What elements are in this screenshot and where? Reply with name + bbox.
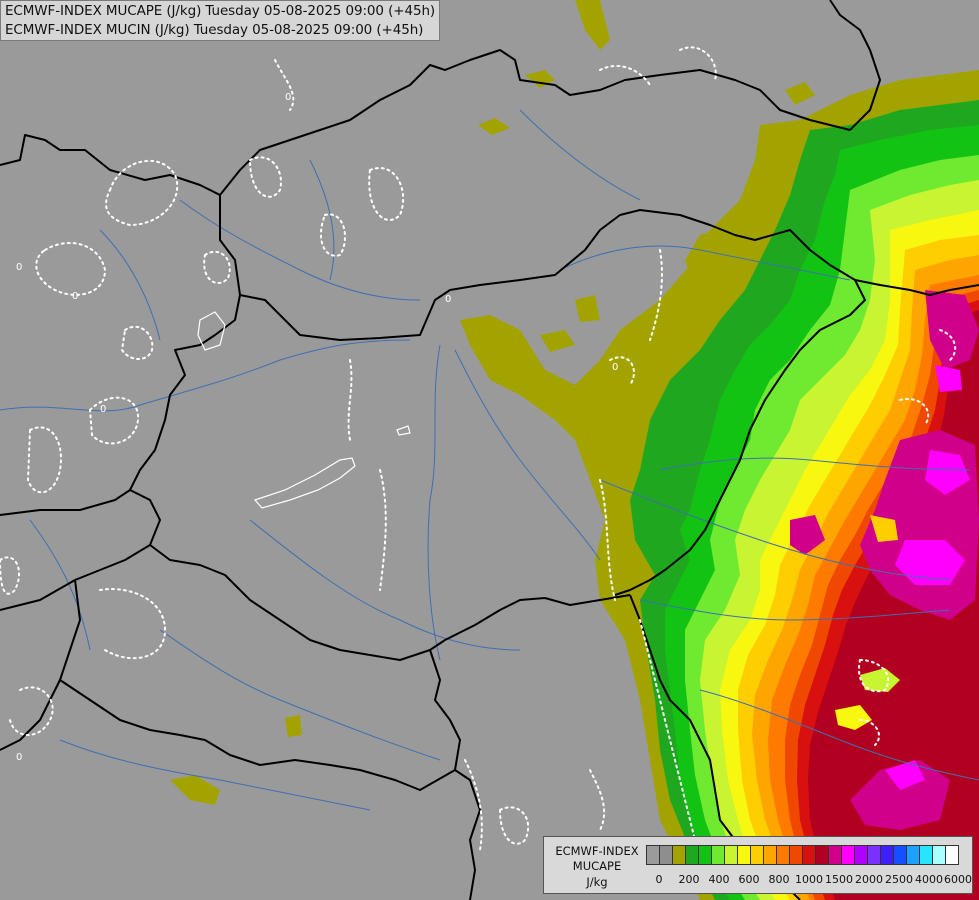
legend-model: ECMWF-INDEX: [555, 844, 639, 858]
legend-swatch: [698, 845, 712, 865]
legend-parameter: MUCAPE: [572, 859, 622, 873]
cape-field: [170, 0, 979, 900]
legend-swatch: [906, 845, 920, 865]
legend-swatch: [841, 845, 855, 865]
color-legend: ECMWF-INDEX MUCAPE J/kg 0 200 400 600 800 100…: [543, 836, 973, 894]
legend-tick-label: 400: [708, 873, 730, 886]
legend-swatch: [672, 845, 686, 865]
legend-tick-label: 200: [678, 873, 700, 886]
legend-tick-label: 2500: [885, 873, 913, 886]
map-title-mucape: ECMWF-INDEX MUCAPE (J/kg) Tuesday 05-08-…: [5, 3, 436, 19]
cape-2000-2500: [925, 290, 979, 370]
legend-swatch: [776, 845, 790, 865]
legend-tick-label: 4000: [915, 873, 943, 886]
legend-swatch: [789, 845, 803, 865]
cape-blob: [170, 775, 220, 805]
cape-blob: [540, 330, 575, 352]
cape-pocket: [835, 705, 872, 730]
legend-swatches: [646, 845, 959, 865]
cape-blob: [575, 295, 600, 322]
legend-unit: J/kg: [586, 875, 608, 889]
contour-label: 0: [100, 404, 106, 415]
contour-label: 0: [612, 362, 618, 373]
legend-swatch: [880, 845, 894, 865]
legend-ticks: 0 200 400 600 800 1000 1500 2000 2500 4000 6000: [647, 873, 973, 889]
contour-label: 0: [285, 92, 291, 103]
legend-tick-label: 6000: [944, 873, 972, 886]
legend-swatch: [763, 845, 777, 865]
legend-tick-label: 0: [655, 873, 663, 886]
cape-2000-2500: [850, 760, 950, 830]
cape-pocket: [860, 668, 900, 692]
contour-labels: 0 0 0 0 0 0 0: [16, 92, 618, 763]
cape-blob: [478, 118, 510, 135]
cape-blob: [785, 82, 815, 105]
legend-swatch: [867, 845, 881, 865]
legend-swatch: [893, 845, 907, 865]
legend-swatch: [919, 845, 933, 865]
lake-outline: [253, 457, 356, 509]
cape-blob: [575, 0, 610, 50]
cape-2000-2500: [790, 515, 825, 555]
cape-pocket: [870, 515, 898, 542]
lake-outline: [197, 311, 226, 351]
legend-swatch: [646, 845, 660, 865]
legend-tick-label: 1500: [825, 873, 853, 886]
legend-swatch: [945, 845, 959, 865]
legend-swatch: [828, 845, 842, 865]
legend-swatch: [659, 845, 673, 865]
cape-2500: [895, 540, 965, 585]
legend-tick-label: 600: [738, 873, 760, 886]
cape-2500: [885, 760, 925, 790]
cape-2500: [935, 365, 962, 392]
map-title-box: ECMWF-INDEX MUCAPE (J/kg) Tuesday 05-08-…: [0, 0, 440, 41]
legend-swatch: [737, 845, 751, 865]
mucin-contours: [0, 46, 957, 861]
contour-label: 0: [16, 262, 22, 273]
legend-swatch: [750, 845, 764, 865]
legend-tick-label: 2000: [855, 873, 883, 886]
legend-swatch: [802, 845, 816, 865]
cape-blob: [685, 230, 720, 275]
legend-swatch: [854, 845, 868, 865]
contour-label: 0: [72, 291, 78, 302]
legend-swatch: [711, 845, 725, 865]
legend-swatch: [932, 845, 946, 865]
legend-swatch: [724, 845, 738, 865]
lake-outline: [396, 425, 411, 436]
legend-swatch: [815, 845, 829, 865]
cape-blob: [285, 715, 302, 737]
cape-2500: [925, 450, 970, 495]
rivers: [0, 109, 979, 811]
legend-swatch: [685, 845, 699, 865]
contour-label: 0: [445, 294, 451, 305]
contour-label: 0: [16, 752, 22, 763]
legend-tick-label: 1000: [795, 873, 823, 886]
legend-tick-label: 800: [768, 873, 790, 886]
map-title-mucin: ECMWF-INDEX MUCIN (J/kg) Tuesday 05-08-2…: [5, 22, 424, 38]
